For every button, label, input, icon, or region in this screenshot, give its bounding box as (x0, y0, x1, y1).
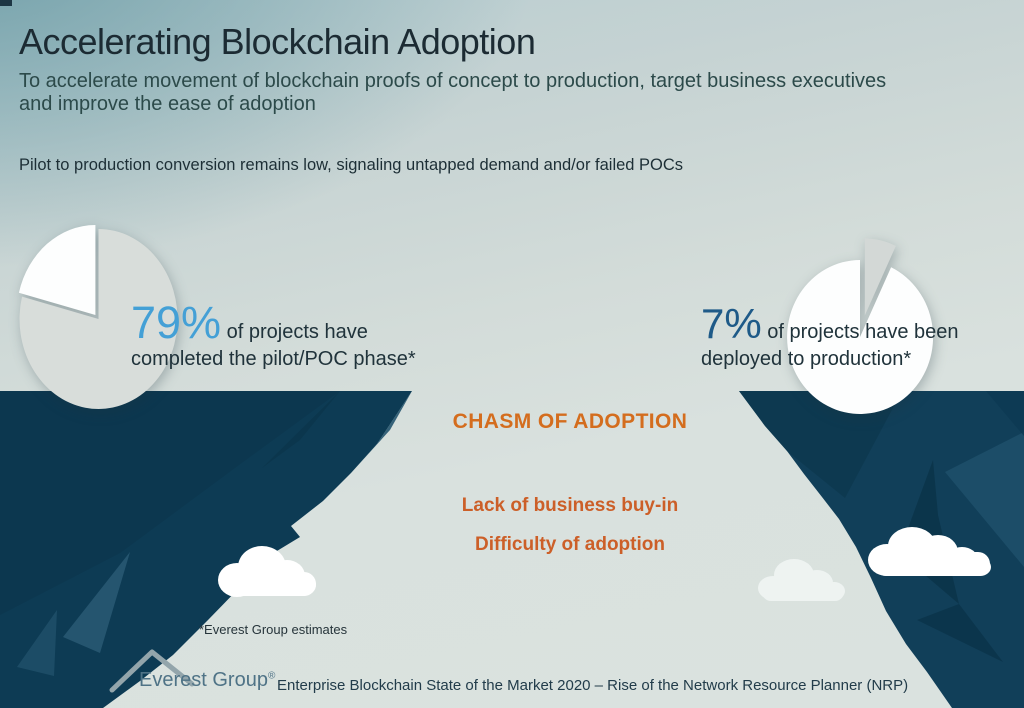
cloud-right-large (868, 527, 991, 576)
pie-chart-production-deployment (787, 238, 934, 414)
pie-slice-completed-pilot-poc-phase (19, 229, 178, 409)
brand-name: Everest Group (139, 669, 268, 691)
left-cliff-facet-arrow (63, 552, 130, 653)
left-cliff-facet-arrow-2 (17, 610, 57, 676)
stat-left-pilot-completion: 79% of projects have completed the pilot… (131, 300, 431, 371)
footnote-estimates: *Everest Group estimates (199, 622, 348, 637)
pie-chart-pilot-completion (18, 225, 178, 409)
page-subtitle: To accelerate movement of blockchain pro… (19, 70, 886, 116)
stat-right-text: of projects have been (761, 321, 959, 343)
chasm-reason-business-buy-in: Lack of business buy-in (461, 495, 679, 516)
subtitle-line-1: To accelerate movement of blockchain pro… (19, 70, 887, 92)
left-cliff (0, 391, 412, 708)
stat-left-line2: completed the pilot/POC phase* (131, 348, 416, 370)
source-citation: Enterprise Blockchain State of the Marke… (277, 677, 909, 694)
left-cliff-shade-facet (0, 391, 340, 615)
right-cliff-corner-facet (986, 391, 1024, 436)
pie-slice-deployed-to-production (864, 238, 896, 316)
everest-group-logo-text: Everest Group® (139, 669, 275, 692)
pie-slice-not-completed (18, 225, 96, 315)
right-cliff-light-facet (945, 432, 1024, 567)
cloud-right-small (758, 559, 845, 601)
lead-statement: Pilot to production conversion remains l… (19, 156, 684, 174)
stat-right-line1: 7% of projects have been (701, 303, 971, 345)
chasm-reason-difficulty: Difficulty of adoption (475, 534, 665, 555)
cloud-left (218, 546, 316, 597)
left-cliff-dark-streak (262, 391, 340, 468)
subtitle-line-2: and improve the ease of adoption (19, 93, 316, 115)
page-title: Accelerating Blockchain Adoption (19, 21, 536, 62)
pie-slice-not-deployed (787, 260, 934, 414)
stat-left-text: of projects have (221, 321, 368, 343)
stat-right-production-deployment: 7% of projects have been deployed to pro… (701, 303, 971, 371)
everest-logo-mountain-icon (109, 649, 195, 693)
right-cliff-dark-streak-2 (917, 604, 1003, 662)
corner-accent-square (0, 0, 12, 6)
stat-right-value: 7% (701, 300, 762, 347)
stat-left-line1: 79% of projects have (131, 300, 431, 345)
registered-mark: ® (267, 670, 276, 682)
stat-right-line2: deployed to production* (701, 348, 912, 370)
chasm-heading: CHASM OF ADOPTION (452, 410, 688, 433)
stat-left-value: 79% (131, 297, 222, 348)
right-cliff-shade-facet (739, 391, 902, 498)
